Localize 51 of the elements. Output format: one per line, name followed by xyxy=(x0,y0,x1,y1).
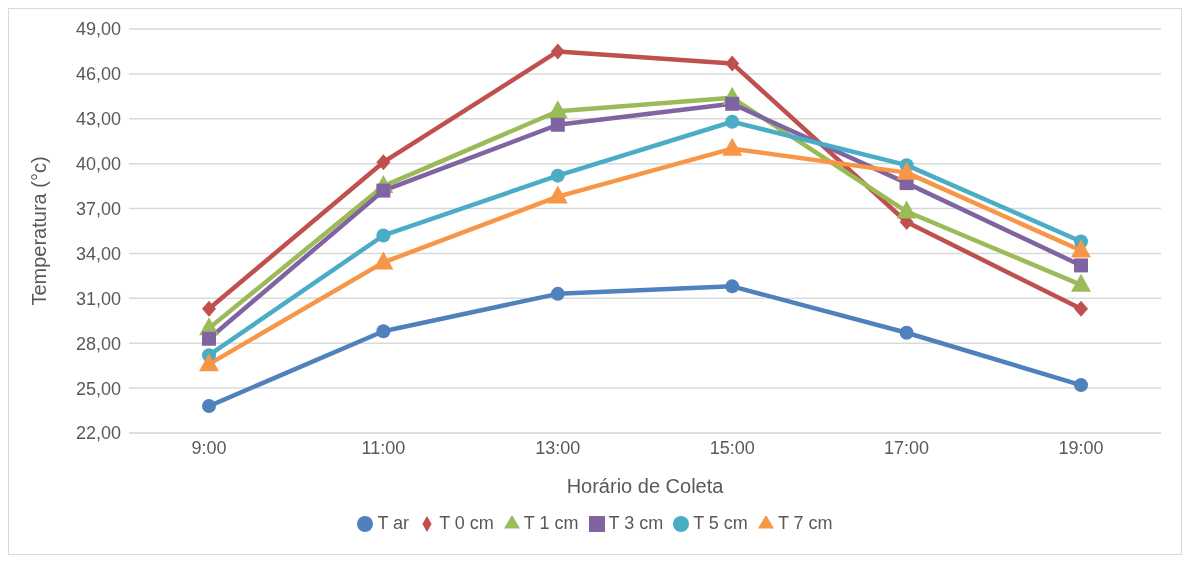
point xyxy=(547,185,568,204)
legend-label: T 3 cm xyxy=(608,513,664,533)
legend-label: T 1 cm xyxy=(523,513,579,533)
point xyxy=(1071,273,1091,292)
x-tick-label: 13:00 xyxy=(535,437,581,458)
point xyxy=(550,117,565,132)
y-tick-label: 31,00 xyxy=(75,288,121,309)
point xyxy=(550,168,565,183)
x-tick-label: 9:00 xyxy=(191,437,227,458)
point xyxy=(373,251,394,270)
y-tick-label: 34,00 xyxy=(75,243,121,264)
legend-label: T 0 cm xyxy=(439,513,494,533)
point xyxy=(896,200,917,219)
point xyxy=(199,353,219,372)
point xyxy=(1071,239,1091,258)
x-axis-title: Horário de Coleta xyxy=(566,475,725,497)
point xyxy=(896,161,917,180)
point xyxy=(725,96,740,111)
legend-label: T ar xyxy=(377,513,410,533)
x-tick-label: 19:00 xyxy=(1058,437,1104,458)
point xyxy=(547,100,568,119)
point xyxy=(202,300,216,317)
point xyxy=(550,43,565,60)
point xyxy=(376,228,391,243)
point xyxy=(376,154,391,171)
y-tick-label: 25,00 xyxy=(75,378,121,399)
point xyxy=(725,55,740,72)
point xyxy=(1074,258,1088,273)
y-tick-label: 28,00 xyxy=(75,333,121,354)
x-tick-label: 11:00 xyxy=(361,437,406,458)
point xyxy=(550,286,565,301)
point xyxy=(202,331,216,346)
y-tick-label: 43,00 xyxy=(75,109,121,130)
legend-label: T 7 cm xyxy=(777,513,833,533)
y-tick-label: 49,00 xyxy=(75,19,121,40)
y-tick-label: 46,00 xyxy=(75,64,121,85)
x-tick-label: 15:00 xyxy=(709,437,755,458)
y-axis-title: Temperatura (°c) xyxy=(28,156,51,306)
point xyxy=(725,114,740,129)
point xyxy=(202,399,216,414)
legend-label: T 5 cm xyxy=(693,513,748,533)
point xyxy=(376,324,391,339)
point xyxy=(1074,300,1088,317)
y-tick-label: 37,00 xyxy=(75,198,121,219)
point xyxy=(722,137,743,156)
y-tick-label: 22,00 xyxy=(75,423,121,444)
y-tick-label: 40,00 xyxy=(75,154,121,175)
point xyxy=(725,279,740,294)
point xyxy=(899,325,914,340)
x-tick-label: 17:00 xyxy=(884,437,930,458)
point xyxy=(1074,378,1088,393)
